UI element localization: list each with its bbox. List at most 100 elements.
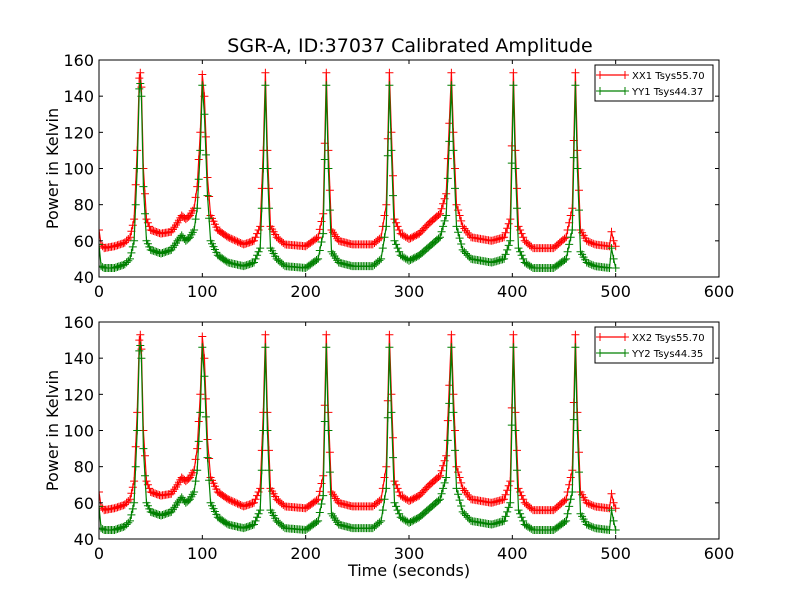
data-point — [328, 511, 337, 520]
data-point — [451, 164, 459, 173]
data-point — [514, 506, 523, 515]
data-point — [589, 261, 598, 270]
data-point — [257, 466, 266, 475]
data-point — [503, 224, 512, 233]
data-point — [380, 473, 389, 482]
x-tick-label: 400 — [497, 282, 528, 301]
data-point — [509, 330, 518, 339]
data-point — [519, 516, 528, 525]
data-point — [527, 504, 536, 513]
series-markers — [99, 330, 620, 515]
data-point — [436, 471, 444, 480]
data-point — [389, 171, 397, 180]
data-point — [503, 507, 512, 516]
data-point — [395, 488, 404, 496]
data-point — [393, 222, 402, 231]
data-point — [437, 466, 446, 475]
data-point — [319, 491, 328, 500]
data-point — [443, 436, 452, 445]
data-point — [519, 233, 528, 242]
data-point — [582, 258, 591, 267]
legend-marker — [596, 71, 629, 79]
data-point — [137, 354, 146, 363]
data-point — [141, 209, 149, 218]
data-point — [437, 204, 446, 213]
data-point — [519, 254, 528, 263]
top-panel: 0 100 200 300 400 500 600 40 60 80 100 120 140 160 Pow… — [43, 51, 734, 301]
data-point — [390, 477, 399, 486]
x-tick-label: 500 — [600, 544, 631, 563]
data-point — [205, 214, 214, 223]
data-point — [375, 256, 384, 265]
data-point — [463, 513, 472, 522]
data-point — [503, 245, 512, 254]
data-point — [198, 70, 207, 79]
x-tick-label: 400 — [497, 544, 528, 563]
data-point — [126, 495, 134, 504]
data-point — [506, 236, 515, 245]
legend-label: XX1 Tsys55.70 — [632, 71, 705, 82]
data-point — [439, 222, 448, 231]
data-point — [527, 242, 536, 251]
data-point — [250, 520, 258, 529]
y-tick-label: 100 — [63, 422, 94, 441]
data-point — [319, 229, 328, 238]
x-tick-label: 200 — [290, 544, 321, 563]
data-point — [449, 408, 458, 417]
data-point — [256, 244, 265, 253]
data-point — [575, 186, 583, 195]
data-point — [500, 233, 509, 242]
data-point — [507, 159, 516, 168]
data-point — [131, 462, 140, 471]
data-point — [201, 412, 210, 421]
data-point — [198, 343, 207, 352]
data-point — [142, 215, 151, 224]
data-point — [452, 222, 461, 231]
data-point — [136, 341, 145, 350]
data-point — [265, 184, 273, 193]
data-point — [584, 499, 593, 508]
data-point — [126, 516, 134, 525]
data-point — [200, 372, 209, 381]
data-point — [387, 146, 396, 155]
data-point — [460, 509, 469, 518]
data-point — [527, 262, 536, 271]
data-point — [390, 498, 399, 507]
data-point — [261, 68, 270, 77]
data-point — [135, 74, 144, 83]
data-point — [449, 146, 458, 155]
data-point — [196, 408, 205, 417]
data-point — [504, 219, 513, 228]
data-point — [568, 226, 577, 234]
x-tick-label: 500 — [600, 282, 631, 301]
data-point — [517, 513, 526, 522]
data-point — [193, 204, 202, 213]
data-point — [607, 244, 616, 253]
data-point — [514, 484, 523, 493]
data-point — [451, 426, 459, 435]
data-point — [99, 502, 103, 511]
data-point — [443, 416, 452, 425]
data-point — [451, 184, 459, 193]
data-point — [130, 477, 139, 486]
data-point — [390, 236, 399, 245]
data-point — [322, 81, 331, 90]
data-point — [317, 238, 326, 246]
data-point — [455, 234, 464, 243]
data-point — [261, 81, 270, 90]
data-point — [383, 413, 392, 422]
data-point — [315, 487, 324, 496]
data-point — [436, 233, 444, 242]
legend: XX1 Tsys55.70 YY1 Tsys44.37 — [594, 64, 714, 102]
data-point — [458, 245, 467, 254]
data-point — [135, 346, 144, 355]
data-point — [400, 515, 408, 524]
data-point — [443, 154, 452, 163]
data-point — [442, 211, 451, 220]
x-axis-label: Time (seconds) — [347, 561, 470, 580]
data-point — [133, 164, 142, 173]
data-point — [511, 426, 520, 435]
data-point — [439, 484, 448, 493]
data-point — [586, 522, 594, 530]
data-point — [611, 526, 620, 534]
